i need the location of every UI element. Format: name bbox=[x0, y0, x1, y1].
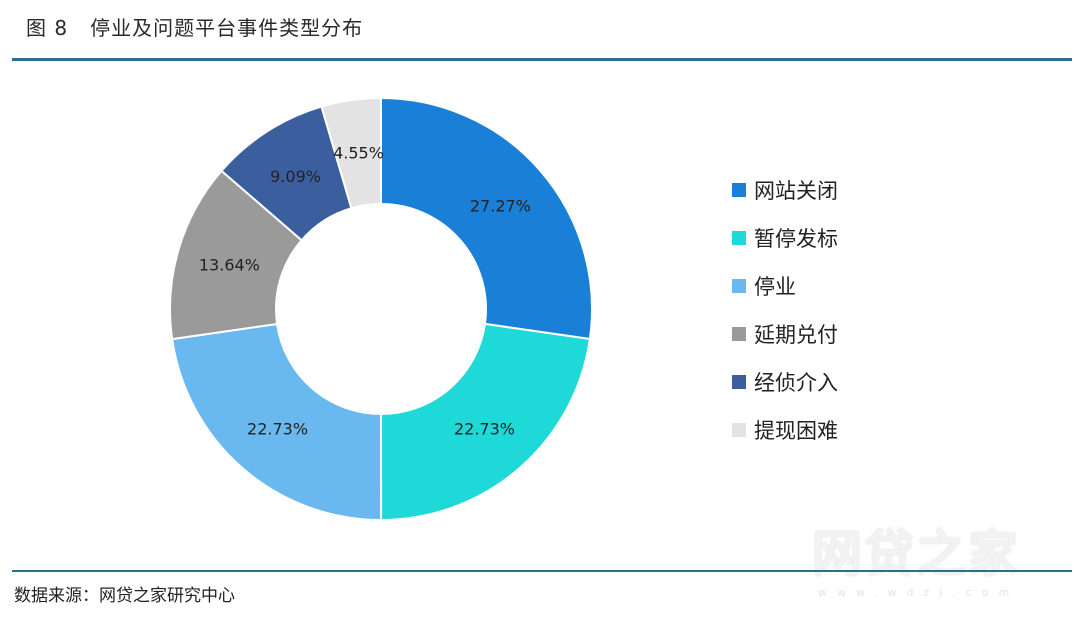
legend-label-3: 延期兑付 bbox=[754, 323, 838, 347]
legend-item-1: 暂停发标 bbox=[732, 214, 838, 262]
top-rule bbox=[12, 58, 1072, 61]
legend-swatch-5 bbox=[732, 423, 746, 437]
watermark-url: www.wdzj.com bbox=[818, 586, 1020, 599]
slice-label-5: 4.55% bbox=[333, 144, 384, 163]
watermark-logo: 网贷之家 bbox=[812, 525, 1020, 583]
legend-item-5: 提现困难 bbox=[732, 406, 838, 454]
slice-label-2: 22.73% bbox=[247, 419, 308, 438]
legend-item-3: 延期兑付 bbox=[732, 310, 838, 358]
figure-number: 图 8 bbox=[26, 16, 69, 40]
data-source: 数据来源：网贷之家研究中心 bbox=[14, 586, 235, 606]
legend-label-4: 经侦介入 bbox=[754, 371, 838, 395]
slice-0 bbox=[380, 96, 593, 341]
legend-item-4: 经侦介入 bbox=[732, 358, 838, 406]
slice-1 bbox=[380, 322, 591, 522]
legend-swatch-2 bbox=[732, 279, 746, 293]
legend-label-0: 网站关闭 bbox=[754, 179, 838, 203]
legend-label-1: 暂停发标 bbox=[754, 227, 838, 251]
legend-item-0: 网站关闭 bbox=[732, 166, 838, 214]
legend-label-2: 停业 bbox=[754, 275, 796, 299]
slice-label-4: 9.09% bbox=[270, 167, 321, 186]
slice-2 bbox=[171, 322, 383, 522]
legend-swatch-0 bbox=[732, 183, 746, 197]
legend-label-5: 提现困难 bbox=[754, 419, 838, 443]
legend-swatch-4 bbox=[732, 375, 746, 389]
legend-swatch-1 bbox=[732, 231, 746, 245]
chart-title: 停业及问题平台事件类型分布 bbox=[90, 16, 364, 40]
slice-label-0: 27.27% bbox=[470, 197, 531, 216]
figure-title: 图 8 停业及问题平台事件类型分布 bbox=[26, 12, 363, 41]
chart-legend: 网站关闭暂停发标停业延期兑付经侦介入提现困难 bbox=[732, 166, 838, 454]
slice-label-1: 22.73% bbox=[454, 419, 515, 438]
legend-swatch-3 bbox=[732, 327, 746, 341]
slice-5 bbox=[320, 96, 382, 210]
slice-label-3: 13.64% bbox=[199, 256, 260, 275]
legend-item-2: 停业 bbox=[732, 262, 838, 310]
bottom-rule bbox=[12, 570, 1072, 572]
